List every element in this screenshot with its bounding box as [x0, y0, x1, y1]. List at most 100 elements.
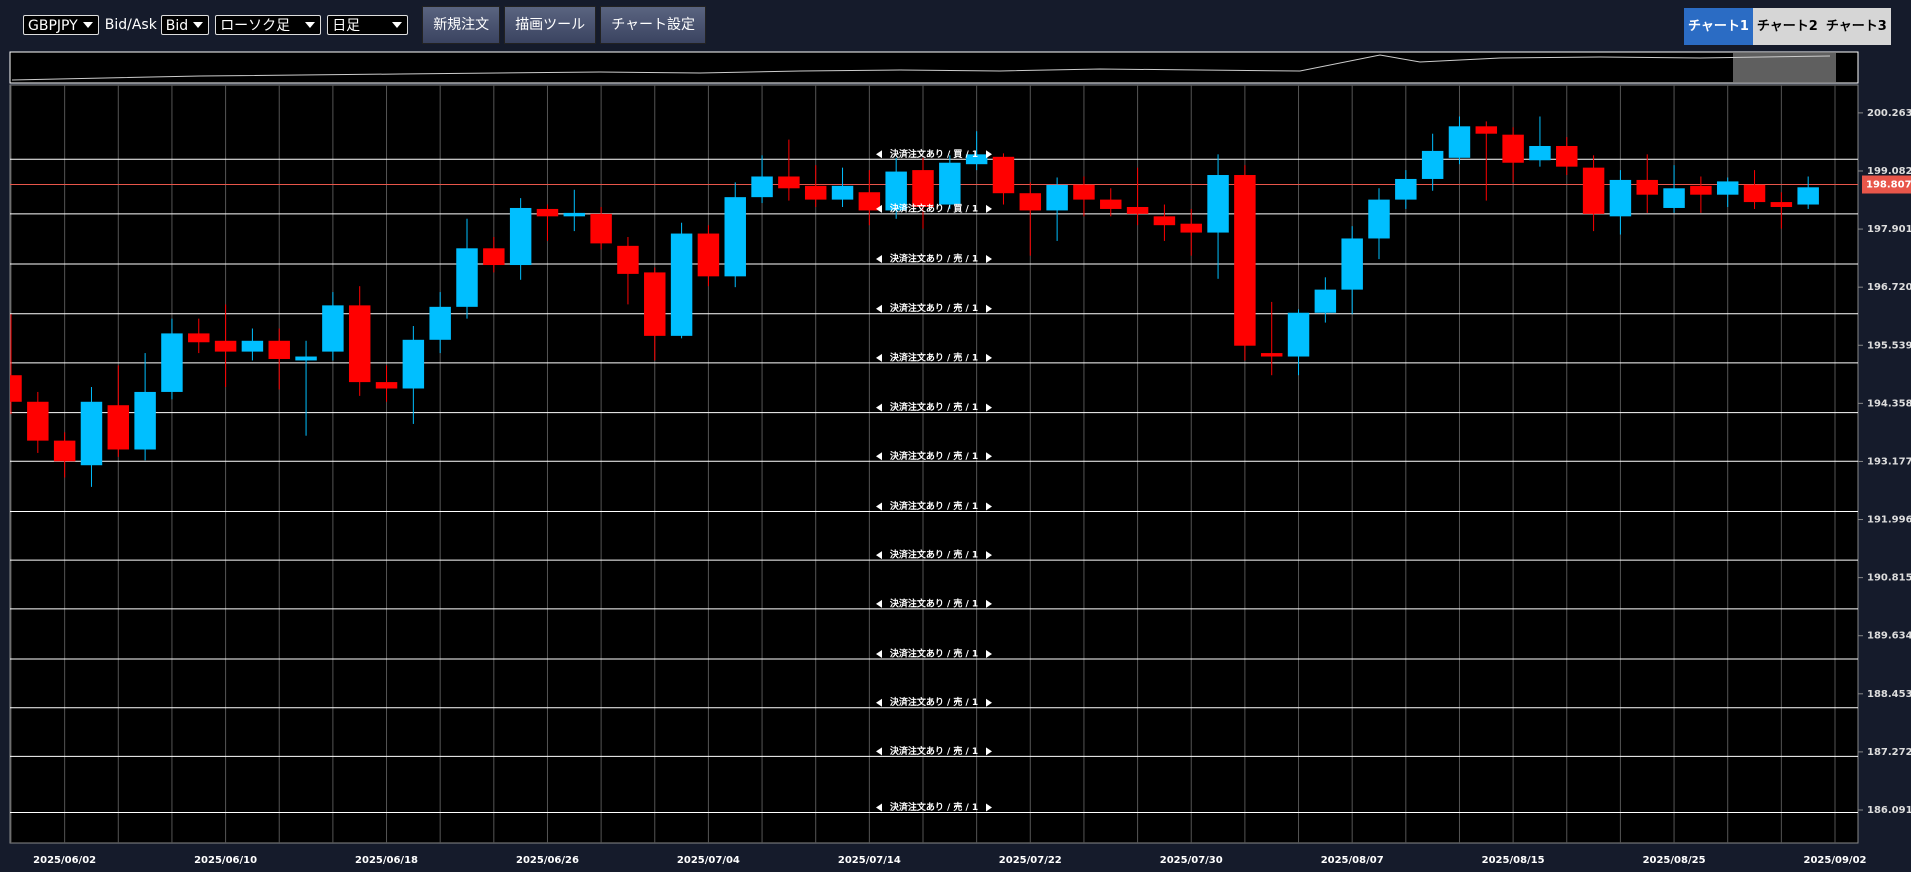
- candle-body: [27, 401, 49, 441]
- candle-body: [509, 207, 532, 266]
- order-label: 決済注文あり / 売 / 1: [890, 648, 978, 660]
- order-arrow: [876, 551, 882, 560]
- candle-body: [429, 306, 451, 340]
- candle-body: [348, 305, 371, 383]
- order-label: 決済注文あり / 売 / 1: [890, 401, 978, 413]
- y-tick-label: 196.720: [1867, 282, 1911, 293]
- chart-tabs: チャート1 チャート2 チャート3: [1684, 8, 1891, 45]
- navigator[interactable]: [9, 51, 1859, 84]
- candle-body: [1529, 145, 1551, 161]
- price-type-select[interactable]: Bid: [160, 15, 210, 35]
- candle-body: [1716, 181, 1739, 195]
- order-arrow: [986, 502, 992, 511]
- current-price-tag: [1862, 175, 1911, 194]
- order-label: 決済注文あり / 買 / 1: [890, 202, 978, 214]
- candle-body: [10, 375, 22, 402]
- candle-body: [751, 176, 773, 198]
- candle-body: [1207, 175, 1229, 233]
- order-arrow: [986, 803, 992, 812]
- order-label: 決済注文あり / 売 / 1: [890, 500, 978, 512]
- y-tick-label: 191.996: [1867, 515, 1911, 526]
- x-tick-label: 2025/07/30: [1160, 855, 1223, 866]
- y-tick-label: 193.177: [1867, 456, 1911, 467]
- symbol-select[interactable]: GBPJPY: [23, 15, 99, 35]
- candle-body: [1126, 206, 1149, 214]
- candle-body: [1797, 187, 1819, 205]
- order-label: 決済注文あり / 売 / 1: [890, 450, 978, 462]
- button[interactable]: チャート設定: [600, 6, 707, 44]
- candle-body: [778, 176, 800, 189]
- candle-body: [1368, 199, 1390, 239]
- x-tick-label: 2025/07/04: [677, 855, 740, 866]
- candle-body: [965, 154, 988, 165]
- order-arrow: [986, 403, 992, 412]
- order-arrow: [986, 150, 992, 159]
- navigator-handle[interactable]: [1733, 53, 1836, 82]
- order-arrow: [876, 204, 882, 213]
- x-tick-label: 2025/07/22: [999, 855, 1062, 866]
- order-arrow: [876, 650, 882, 659]
- candle-body: [617, 245, 639, 274]
- candle-body: [1582, 167, 1605, 214]
- y-tick-label: 197.901: [1867, 224, 1911, 235]
- candle-body: [1421, 150, 1444, 179]
- x-tick-label: 2025/06/10: [194, 855, 257, 866]
- candle-body: [1556, 145, 1578, 167]
- current-price-label: 198.807: [1866, 180, 1911, 191]
- order-label: 決済注文あり / 売 / 1: [890, 696, 978, 708]
- plot-area: [9, 84, 1859, 844]
- order-arrow: [986, 650, 992, 659]
- candle-body: [268, 340, 290, 359]
- candle-body: [1180, 223, 1202, 233]
- candle-body: [939, 162, 961, 205]
- chart-style-select[interactable]: ローソク足: [215, 15, 322, 35]
- order-arrow: [876, 803, 882, 812]
- candle-body: [1100, 199, 1122, 209]
- timeframe-select[interactable]: 日足: [327, 15, 409, 35]
- candle-body: [563, 212, 586, 217]
- order-label: 決済注文あり / 売 / 1: [890, 351, 978, 363]
- candle-body: [241, 340, 264, 352]
- candle-body: [644, 272, 666, 336]
- tab[interactable]: チャート3: [1821, 8, 1891, 45]
- order-arrow: [876, 452, 882, 461]
- order-arrow: [876, 353, 882, 362]
- candle-body: [1743, 184, 1766, 203]
- candle-body: [670, 233, 693, 336]
- x-tick-label: 2025/07/14: [838, 855, 901, 866]
- x-tick-label: 2025/06/26: [516, 855, 579, 866]
- candle-body: [1073, 184, 1095, 200]
- candle-body: [1663, 188, 1685, 208]
- order-label: 決済注文あり / 買 / 1: [890, 148, 978, 160]
- candle-body: [724, 197, 746, 277]
- y-tick-label: 200.263: [1867, 108, 1911, 119]
- order-arrow: [876, 403, 882, 412]
- order-arrow: [876, 599, 882, 608]
- candle-body: [1448, 126, 1471, 158]
- order-label: 決済注文あり / 売 / 1: [890, 745, 978, 757]
- order-arrow: [986, 551, 992, 560]
- candle-body: [483, 248, 505, 266]
- order-arrow: [876, 304, 882, 313]
- candle-body: [1770, 202, 1793, 207]
- candle-body: [858, 192, 881, 211]
- candle-body: [590, 213, 612, 244]
- tab[interactable]: チャート2: [1752, 8, 1822, 45]
- candle-body: [1046, 184, 1068, 211]
- candle-body: [885, 171, 907, 211]
- candle-body: [536, 208, 559, 217]
- order-arrow: [876, 502, 882, 511]
- order-arrow: [876, 150, 882, 159]
- candle-body: [1153, 216, 1176, 226]
- order-arrow: [986, 304, 992, 313]
- x-tick-label: 2025/08/25: [1643, 855, 1706, 866]
- button[interactable]: 新規注文: [422, 6, 501, 44]
- y-tick-label: 195.539: [1867, 340, 1911, 351]
- candle-body: [1475, 126, 1498, 134]
- order-label: 決済注文あり / 売 / 1: [890, 597, 978, 609]
- tab[interactable]: チャート1: [1684, 8, 1753, 45]
- candle-body: [188, 333, 210, 343]
- button[interactable]: 描画ツール: [504, 6, 597, 44]
- x-tick-label: 2025/09/02: [1804, 855, 1867, 866]
